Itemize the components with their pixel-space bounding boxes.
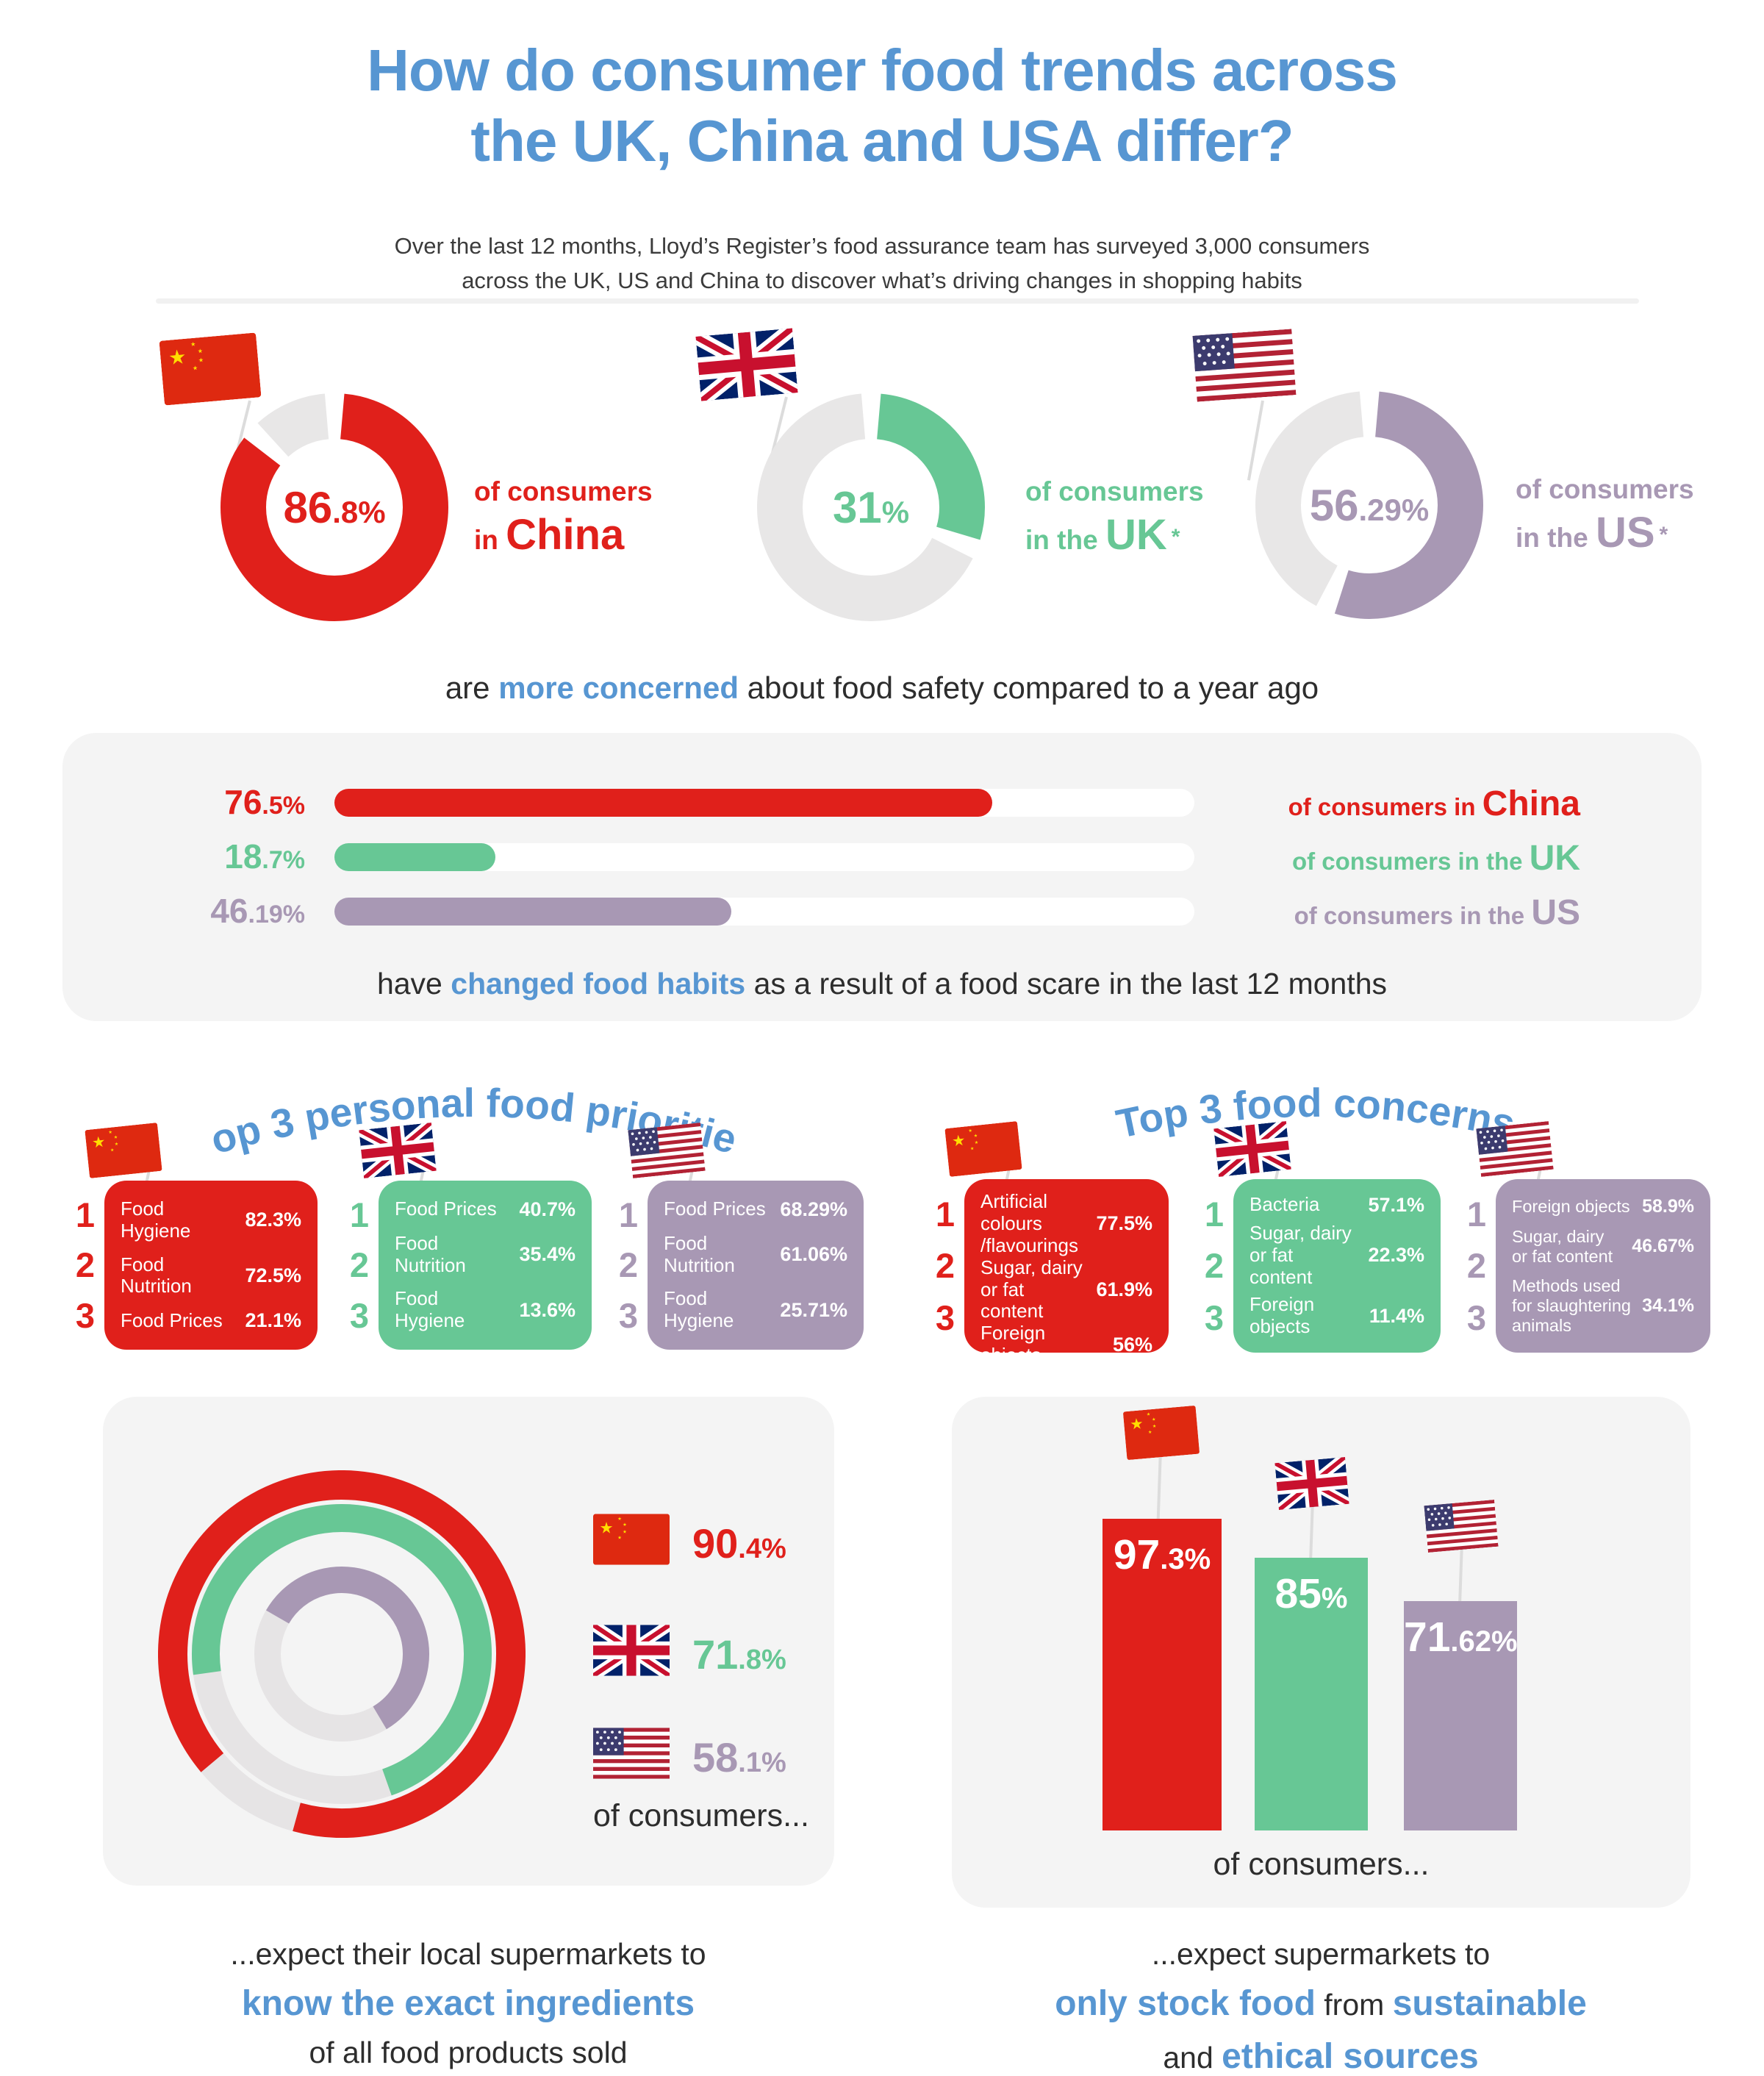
- sustainable-bar-uk: 85%: [1255, 1558, 1368, 1830]
- card-row: Sugar, dairy or fat content 22.3%: [1250, 1221, 1424, 1288]
- card-row: Food Prices 68.29%: [664, 1198, 847, 1220]
- card-row: Food Hygiene 82.3%: [121, 1197, 301, 1242]
- habit-track-china: [334, 789, 1194, 817]
- habit-label-china: of consumers in China: [1288, 784, 1580, 823]
- concerns-us-card: Foreign objects 58.9% Sugar, dairy or fat…: [1496, 1179, 1710, 1353]
- ingredients-caption: ...expect their local supermarkets to kn…: [230, 1937, 706, 2069]
- page-title: How do consumer food trends across the U…: [367, 37, 1398, 173]
- habit-value-china: 76.5%: [224, 783, 305, 821]
- card-row: Food Prices 21.1%: [121, 1309, 301, 1332]
- concerns-uk-flag: [1213, 1121, 1291, 1177]
- us-safety-label: of consumers in the US *: [1516, 474, 1694, 556]
- card-row: Food Prices 40.7%: [395, 1198, 576, 1220]
- habit-track-uk: [334, 843, 1194, 871]
- card-row: Foreign objects 58.9%: [1512, 1195, 1694, 1217]
- priorities-china-card: Food Hygiene 82.3% Food Nutrition 72.5% Fo…: [104, 1181, 318, 1350]
- concerns-heading-arc: Top 3 food concerns: [1112, 1080, 1519, 1147]
- card-row: Bacteria 57.1%: [1250, 1193, 1424, 1216]
- card-row: Foreign objects 11.4%: [1250, 1293, 1424, 1338]
- priorities-us-flag: [628, 1123, 706, 1178]
- habit-bar-us: [334, 898, 732, 926]
- concerns-us-flag: [1476, 1121, 1554, 1177]
- uk-flag: [695, 328, 797, 401]
- habit-bar-uk: [334, 843, 495, 871]
- china-safety-value: 86.8%: [283, 482, 386, 532]
- habit-row-us: 46.19% of consumers in the US: [62, 892, 1702, 932]
- sustainable-value-us: 71.62%: [1404, 1614, 1518, 1661]
- card-row: Food Nutrition 72.5%: [121, 1253, 301, 1298]
- china-safety-donut: [220, 393, 448, 621]
- safety-caption: are more concerned about food safety com…: [445, 670, 1319, 705]
- priorities-uk-flag: [359, 1123, 437, 1178]
- habit-row-uk: 18.7% of consumers in the UK: [62, 837, 1702, 878]
- legend-us-flag: [593, 1728, 670, 1779]
- uk-safety-label: of consumers in the UK *: [1025, 476, 1204, 559]
- us-safety-value: 56.29%: [1309, 480, 1430, 530]
- page-subtitle: Over the last 12 months, Lloyd’s Registe…: [394, 233, 1370, 293]
- sustainable-value-uk: 85%: [1274, 1570, 1348, 1617]
- uk-safety-value: 31%: [832, 482, 910, 532]
- card-row: Food Hygiene 25.71%: [664, 1287, 847, 1332]
- legend-us-value: 58.1%: [692, 1734, 786, 1780]
- priorities-china-flag: [85, 1123, 162, 1178]
- legend-uk-flag: [593, 1625, 670, 1676]
- concerns-uk-card: Bacteria 57.1% Sugar, dairy or fat conten…: [1233, 1179, 1441, 1353]
- sustainable-value-china: 97.3%: [1113, 1531, 1211, 1578]
- uk-safety-donut: [757, 393, 985, 621]
- habit-row-china: 76.5% of consumers in China: [62, 783, 1702, 823]
- habit-panel: 76.5% of consumers in China 18.7% of con…: [62, 733, 1702, 1021]
- habit-caption: have changed food habits as a result of …: [376, 967, 1388, 1001]
- sustainable-caption: ...expect supermarkets to only stock foo…: [1055, 1937, 1587, 2076]
- priorities-uk-card: Food Prices 40.7% Food Nutrition 35.4% Foo…: [379, 1181, 592, 1350]
- card-row: Foreign objects 56%: [980, 1322, 1152, 1367]
- sustainable-footer: of consumers...: [1213, 1847, 1430, 1882]
- habit-bar-china: [334, 789, 993, 817]
- us-safety-donut: [1255, 391, 1483, 619]
- header-divider: [156, 298, 1639, 304]
- legend-china-value: 90.4%: [692, 1520, 786, 1567]
- habit-value-uk: 18.7%: [224, 837, 305, 876]
- concerns-china-flag: [944, 1121, 1022, 1177]
- priorities-us-card: Food Prices 68.29% Food Nutrition 61.06% F…: [648, 1181, 864, 1350]
- sustainable-bar-china: 97.3%: [1102, 1519, 1222, 1830]
- card-row: Food Nutrition 35.4%: [395, 1231, 576, 1276]
- card-row: Artificial colours /flavourings 77.5%: [980, 1190, 1152, 1256]
- bar-uk-flag: [1274, 1457, 1349, 1510]
- card-row: Food Nutrition 61.06%: [664, 1231, 847, 1276]
- habit-track-us: [334, 898, 1194, 926]
- sustainable-bar-us: 71.62%: [1404, 1601, 1518, 1830]
- bar-china-flag: [1122, 1406, 1200, 1460]
- card-row: Sugar, dairy or fat content 46.67%: [1512, 1226, 1694, 1266]
- concerns-heading: Top 3 food concerns: [1112, 1080, 1519, 1147]
- legend-uk-value: 71.8%: [692, 1631, 786, 1678]
- habit-label-us: of consumers in the US: [1294, 893, 1580, 932]
- legend-china-flag: [593, 1514, 670, 1565]
- card-row: Food Hygiene 13.6%: [395, 1287, 576, 1332]
- concerns-china-card: Artificial colours /flavourings 77.5% Sug…: [964, 1179, 1169, 1366]
- ingredients-ring-chart: [158, 1470, 526, 1838]
- card-row: Sugar, dairy or fat content 61.9%: [980, 1256, 1152, 1322]
- ingredients-footer: of consumers...: [593, 1798, 809, 1833]
- china-safety-label: of consumers in China: [474, 476, 653, 559]
- svg-text:Top 3 food concerns: Top 3 food concerns: [1112, 1080, 1519, 1147]
- bar-us-flag: [1424, 1500, 1498, 1553]
- habit-label-uk: of consumers in the UK: [1291, 839, 1580, 878]
- habit-value-us: 46.19%: [210, 892, 305, 930]
- card-row: Methods used for slaughtering animals 34.…: [1512, 1276, 1694, 1336]
